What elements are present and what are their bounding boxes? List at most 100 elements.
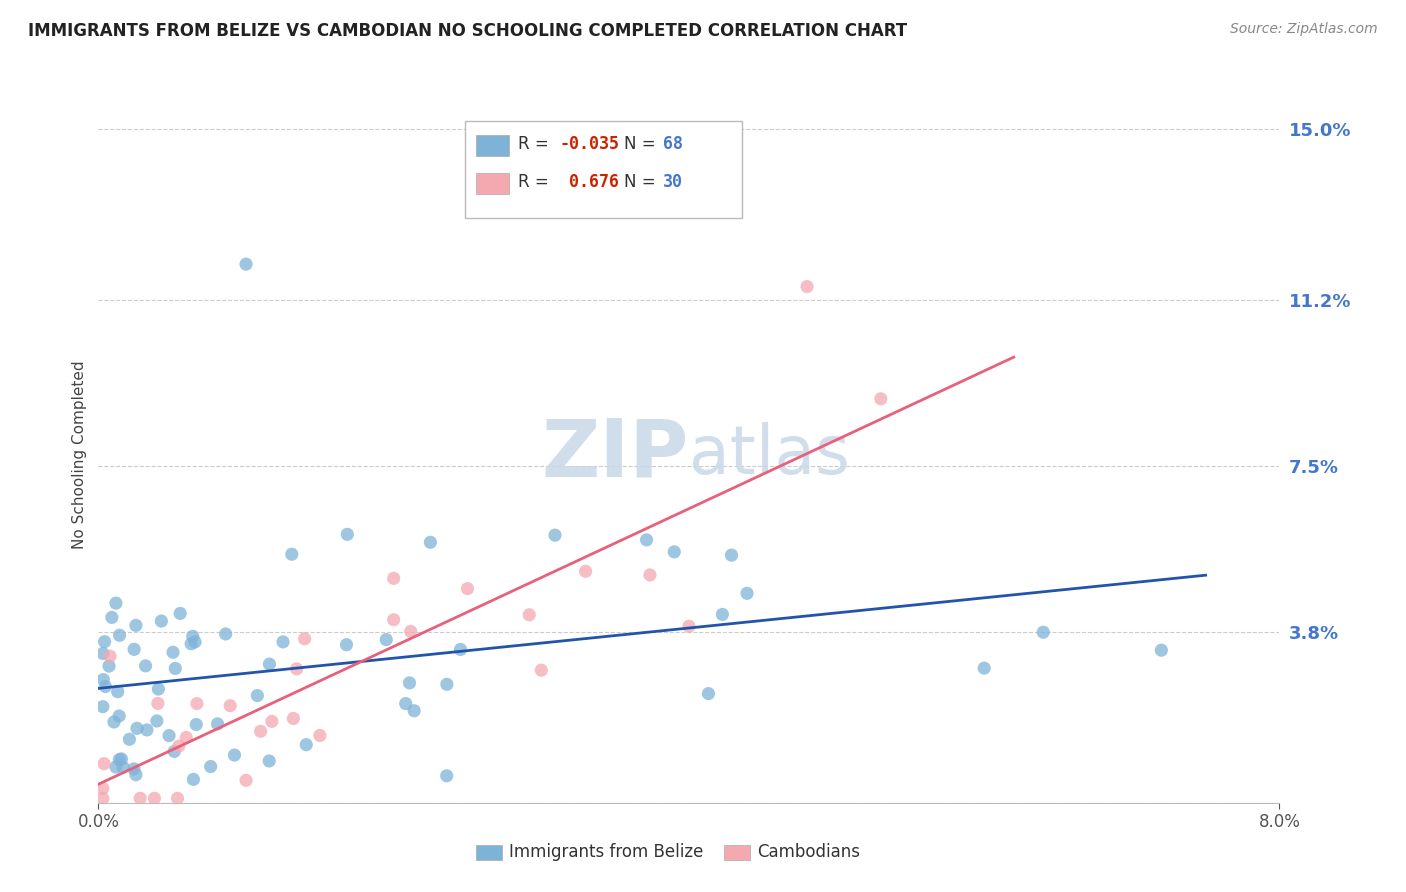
Point (118, 732, 141, 747)
Point (146, 697, 169, 711)
Point (108, 628, 131, 642)
Point (184, 635, 207, 649)
Text: Immigrants from Belize: Immigrants from Belize (509, 843, 704, 861)
Point (530, 663, 553, 677)
Point (574, 564, 596, 578)
Point (544, 528, 567, 542)
Point (283, 711, 305, 725)
Point (1032, 625, 1054, 640)
Point (98, 659, 121, 673)
Point (214, 627, 236, 641)
Text: -0.035: -0.035 (560, 135, 619, 153)
Text: N =: N = (624, 173, 655, 191)
Point (162, 645, 184, 659)
Text: 0.676: 0.676 (560, 173, 619, 191)
Point (110, 752, 132, 766)
Point (186, 717, 208, 731)
Point (260, 714, 283, 729)
FancyBboxPatch shape (464, 121, 742, 219)
Point (91, 673, 114, 687)
FancyBboxPatch shape (477, 173, 509, 194)
Point (91, 791, 114, 805)
Point (104, 760, 127, 774)
Point (382, 613, 405, 627)
Point (450, 642, 472, 657)
Point (112, 760, 135, 774)
Point (336, 527, 359, 541)
FancyBboxPatch shape (477, 845, 502, 860)
Point (135, 659, 157, 673)
Point (107, 684, 129, 698)
Point (108, 753, 131, 767)
Point (636, 533, 658, 547)
Text: Source: ZipAtlas.com: Source: ZipAtlas.com (1230, 22, 1378, 37)
Point (973, 661, 995, 675)
Point (148, 681, 170, 696)
Point (295, 738, 318, 752)
Point (235, 257, 257, 271)
Point (796, 279, 818, 293)
Text: 30: 30 (664, 173, 683, 191)
Point (517, 607, 540, 622)
Point (382, 571, 405, 585)
FancyBboxPatch shape (477, 135, 509, 156)
Point (395, 697, 418, 711)
FancyBboxPatch shape (724, 845, 751, 860)
Point (166, 791, 188, 805)
Point (129, 791, 152, 805)
Point (101, 610, 124, 624)
Point (91, 647, 114, 661)
Point (375, 632, 398, 647)
Point (259, 657, 281, 672)
Point (104, 596, 127, 610)
Point (419, 535, 441, 549)
Point (720, 548, 742, 562)
Point (257, 754, 280, 768)
Point (285, 662, 308, 676)
Point (163, 744, 186, 758)
Text: N =: N = (624, 135, 655, 153)
Point (398, 676, 420, 690)
Point (246, 689, 269, 703)
Point (183, 772, 205, 787)
Point (135, 723, 157, 737)
Text: atlas: atlas (689, 422, 849, 488)
Point (93, 756, 115, 771)
Point (94, 680, 117, 694)
Point (186, 697, 208, 711)
Point (125, 768, 148, 782)
Point (122, 762, 145, 776)
Point (219, 698, 242, 713)
Point (436, 769, 458, 783)
Point (235, 773, 257, 788)
Point (200, 759, 222, 773)
Text: Cambodians: Cambodians (758, 843, 860, 861)
Point (308, 729, 332, 743)
Point (678, 619, 700, 633)
Point (735, 586, 758, 600)
Text: ZIP: ZIP (541, 416, 689, 494)
Point (108, 709, 131, 723)
Point (335, 638, 357, 652)
Point (169, 607, 191, 621)
Point (143, 791, 166, 805)
Point (1150, 643, 1173, 657)
Point (249, 724, 271, 739)
Point (150, 614, 173, 628)
Point (167, 739, 190, 753)
Point (103, 714, 125, 729)
Text: IMMIGRANTS FROM BELIZE VS CAMBODIAN NO SCHOOLING COMPLETED CORRELATION CHART: IMMIGRANTS FROM BELIZE VS CAMBODIAN NO S… (28, 22, 907, 40)
Y-axis label: No Schooling Completed: No Schooling Completed (72, 360, 87, 549)
Text: R =: R = (517, 173, 548, 191)
Point (91, 699, 114, 714)
Point (180, 637, 202, 651)
Point (207, 717, 229, 731)
Point (181, 629, 204, 643)
Point (294, 632, 316, 646)
Point (711, 607, 734, 622)
Point (224, 747, 246, 762)
Point (456, 582, 478, 596)
Point (174, 731, 197, 745)
Point (165, 661, 187, 675)
Point (664, 545, 686, 559)
